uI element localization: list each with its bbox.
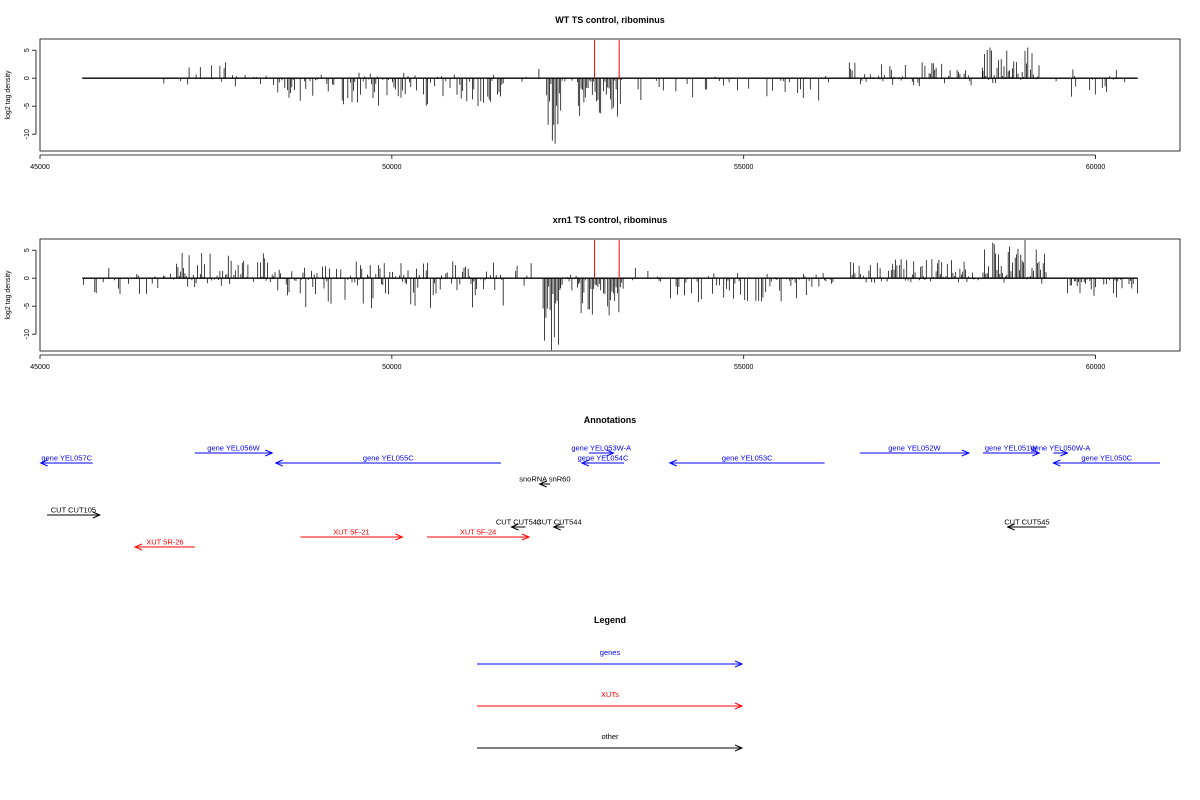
wt-y-tick-label: 5 bbox=[24, 48, 31, 52]
annotation-arrow bbox=[427, 533, 531, 541]
xrn1-y-tick-label: 0 bbox=[24, 276, 31, 280]
annotation-label: gene YEL055C bbox=[363, 454, 414, 463]
wt-x-tick-label: 60000 bbox=[1086, 164, 1106, 171]
annotation-arrow bbox=[859, 449, 971, 457]
annotation-features: gene YEL057C gene YEL056W gene YEL055C gene… bbox=[39, 444, 1160, 551]
xrn1-x-tick-label: 55000 bbox=[734, 364, 754, 371]
annotation-arrow bbox=[668, 459, 825, 467]
annotation-arrow bbox=[1052, 459, 1160, 467]
annotation-label: CUT CUT543 bbox=[496, 518, 541, 527]
legend-label: genes bbox=[600, 648, 621, 657]
annotation-label: gene YEL052W bbox=[888, 444, 941, 453]
xrn1-x-tick-label: 45000 bbox=[30, 364, 50, 371]
annotation-arrow bbox=[588, 449, 615, 457]
annotation-label: gene YEL056W bbox=[207, 444, 260, 453]
wt-x-tick-label: 55000 bbox=[734, 164, 754, 171]
annotation-label: XUT 5F-21 bbox=[333, 528, 370, 537]
legend-arrow bbox=[477, 660, 744, 668]
annotation-arrow bbox=[274, 459, 501, 467]
annotation-arrow bbox=[982, 449, 1041, 457]
annotation-label: gene YEL053W-A bbox=[571, 444, 631, 453]
annotation-label: snoRNA snR60 bbox=[519, 475, 570, 484]
annotation-label: CUT CUT105 bbox=[51, 506, 96, 515]
xrn1-panel-title: xrn1 TS control, ribominus bbox=[553, 215, 668, 225]
annotation-label: gene YEL050C bbox=[1081, 454, 1132, 463]
annotation-label: CUT CUT545 bbox=[1004, 518, 1049, 527]
wt-panel: WT TS control, ribominus log2 tag densit… bbox=[5, 15, 1181, 171]
xrn1-panel: xrn1 TS control, ribominus log2 tag dens… bbox=[5, 215, 1181, 371]
xrn1-y-tick-label: 5 bbox=[24, 248, 31, 252]
annotation-arrow bbox=[538, 480, 551, 488]
xrn1-x-tick-label: 50000 bbox=[382, 364, 402, 371]
annotation-arrow bbox=[133, 543, 195, 551]
annotation-arrow bbox=[1006, 523, 1047, 531]
xrn1-density-marks bbox=[82, 240, 1138, 351]
legend-arrow bbox=[477, 702, 744, 710]
wt-y-tick-label: -5 bbox=[24, 103, 31, 109]
annotation-arrow bbox=[194, 449, 274, 457]
wt-y-tick-label: 0 bbox=[24, 76, 31, 80]
annotation-label: XUT 5R-26 bbox=[146, 538, 183, 547]
wt-y-axis-label: log2 tag density bbox=[5, 70, 12, 120]
annotation-arrow bbox=[580, 459, 625, 467]
legend-arrow bbox=[477, 744, 744, 752]
annotation-arrow bbox=[47, 511, 102, 519]
annotation-arrow bbox=[39, 459, 93, 467]
annotation-label: CUT CUT544 bbox=[536, 518, 581, 527]
annotation-label: gene YEL053C bbox=[722, 454, 773, 463]
legend-items: genes XUTs other bbox=[477, 648, 744, 752]
annotation-arrow bbox=[552, 523, 565, 531]
annotation-label: XUT 5F-24 bbox=[460, 528, 497, 537]
xrn1-axes: 45000 50000 55000 60000 5 0 -5 -10 bbox=[24, 248, 1106, 371]
xrn1-y-tick-label: -10 bbox=[24, 329, 31, 339]
xrn1-y-axis-label: log2 tag density bbox=[5, 270, 12, 320]
wt-x-tick-label: 45000 bbox=[30, 164, 50, 171]
annotation-arrow bbox=[300, 533, 404, 541]
wt-plot-frame bbox=[39, 38, 1181, 152]
annotation-label: gene YEL057C bbox=[41, 454, 92, 463]
annotation-arrow bbox=[1053, 449, 1069, 457]
annotation-label: gene YEL050W-A bbox=[1031, 444, 1091, 453]
wt-y-tick-label: -10 bbox=[24, 129, 31, 139]
wt-x-tick-label: 50000 bbox=[382, 164, 402, 171]
wt-panel-title: WT TS control, ribominus bbox=[555, 15, 665, 25]
wt-axes: 45000 50000 55000 60000 5 0 -5 -10 bbox=[24, 48, 1106, 171]
annotation-arrow bbox=[510, 523, 526, 531]
annotations-title: Annotations bbox=[584, 415, 637, 425]
legend: Legend genes XUTs other bbox=[477, 615, 744, 752]
wt-density-marks bbox=[82, 40, 1138, 144]
annotation-label: gene YEL051W bbox=[985, 444, 1038, 453]
legend-label: XUTs bbox=[601, 690, 619, 699]
legend-label: other bbox=[601, 732, 619, 741]
xrn1-x-tick-label: 60000 bbox=[1086, 364, 1106, 371]
xrn1-y-tick-label: -5 bbox=[24, 303, 31, 309]
legend-title: Legend bbox=[594, 615, 626, 625]
xrn1-plot-frame bbox=[39, 238, 1181, 352]
annotation-label: gene YEL054C bbox=[578, 454, 629, 463]
